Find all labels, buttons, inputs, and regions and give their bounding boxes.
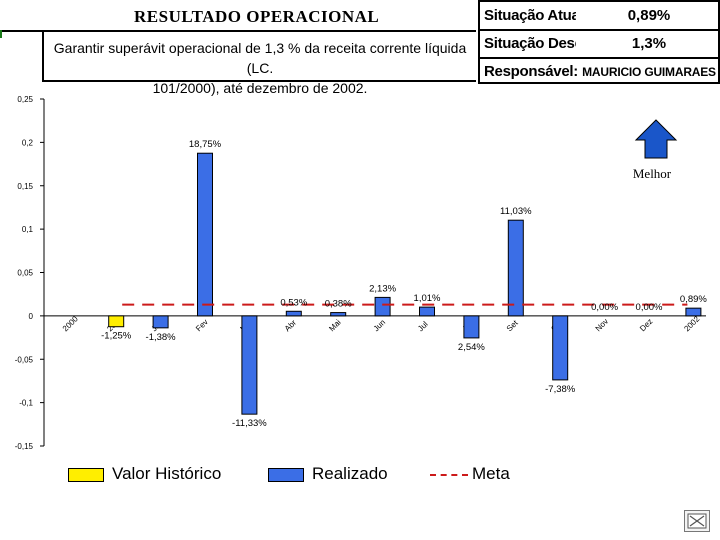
x-tick-label: Mai: [327, 318, 343, 334]
current-situation-label: Situação Atual: [484, 7, 576, 24]
better-label: Melhor: [633, 166, 672, 181]
data-label: -7,38%: [545, 384, 576, 395]
bar-realized: [507, 219, 524, 317]
legend-label-historic: Valor Histórico: [112, 464, 222, 483]
legend-swatch-goal: [430, 474, 468, 476]
y-tick-label: 0,2: [22, 138, 34, 147]
current-situation-value: 0,89%: [627, 7, 671, 24]
bar-realized: [285, 310, 302, 317]
y-tick-label: 0,1: [22, 225, 34, 234]
responsible-value: MAURICIO GUIMARAES: [582, 65, 716, 79]
data-label: 0,38%: [325, 299, 352, 310]
y-axis: 0,25 0,2 0,15 0,1 0,05 0 -0,05 -0,1 -0,15: [15, 95, 45, 451]
data-labels: -1,25% -1,38% 18,75% -11,33% 0,53% 0,38% 2,13%…: [101, 139, 707, 429]
nav-icon: [687, 513, 707, 529]
data-label: 2,13%: [369, 283, 396, 294]
y-tick-label: -0,15: [15, 442, 34, 451]
goal-line-2: 101/2000), até dezembro de 2002.: [152, 80, 368, 96]
better-indicator: Melhor: [633, 119, 678, 181]
page-title: RESULTADO OPERACIONAL: [134, 7, 380, 26]
bar-realized: [552, 315, 569, 381]
x-tick-label: 2002: [682, 314, 701, 333]
bars: [108, 152, 702, 415]
left-accent-rule: [0, 30, 2, 38]
x-tick-label: Jul: [416, 320, 430, 334]
x-tick-label: Jun: [372, 318, 387, 333]
bar-realized: [419, 306, 435, 317]
data-label: -11,33%: [232, 418, 267, 429]
y-tick-label: 0,15: [17, 182, 33, 191]
bar-realized: [463, 315, 480, 339]
responsible-label: Responsável:: [484, 63, 578, 80]
desired-situation-label: Situação Desejada: [484, 35, 576, 52]
next-slide-button[interactable]: [684, 510, 710, 532]
up-arrow-icon: [634, 119, 678, 159]
data-label: 0,53%: [280, 297, 307, 308]
x-tick-label: Nov: [594, 317, 610, 333]
legend-label-goal: Meta: [472, 464, 510, 483]
x-axis: 20002001JanFevMarAbrMaiJunJulAgoSetOutNo…: [44, 314, 706, 333]
bar-realized: [152, 315, 169, 329]
data-label: 0,89%: [680, 294, 707, 305]
bar-realized: [197, 152, 213, 317]
data-label: 0,00%: [636, 302, 663, 313]
y-tick-label: -0,05: [15, 355, 34, 364]
data-label: 11,03%: [500, 206, 532, 217]
x-tick-label: Set: [505, 318, 520, 333]
y-tick-label: -0,1: [19, 399, 33, 408]
status-panel: Situação Atual 0,89% Situação Desejada 1…: [478, 0, 720, 84]
data-label: -1,25%: [101, 331, 132, 342]
data-label: 2,54%: [458, 342, 485, 353]
bar-chart: 0,25 0,2 0,15 0,1 0,05 0 -0,05 -0,1 -0,15 2000 20…: [15, 95, 708, 451]
data-label: 0,00%: [591, 302, 618, 313]
x-tick-label: 2000: [61, 314, 80, 333]
bar-realized: [374, 296, 391, 317]
status-row-desired: Situação Desejada 1,3%: [480, 30, 718, 59]
status-row-current: Situação Atual 0,89%: [480, 2, 718, 31]
bar-historic: [108, 315, 125, 328]
data-label: -1,38%: [146, 332, 177, 343]
y-tick-label: 0: [29, 312, 34, 321]
legend-swatch-realized: [268, 468, 304, 482]
goal-description: Garantir superávit operacional de 1,3 % …: [42, 32, 476, 96]
data-label: 18,75%: [189, 139, 222, 150]
legend-swatch-historic: [68, 468, 104, 482]
desired-situation-value: 1,3%: [631, 35, 667, 52]
title-underline: [0, 30, 476, 32]
bar-realized: [241, 315, 258, 415]
data-label: 1,01%: [414, 293, 441, 304]
status-row-responsible: Responsável: MAURICIO GUIMARAES: [480, 58, 718, 85]
y-tick-label: 0,25: [17, 95, 33, 104]
bar-realized: [330, 312, 347, 317]
x-tick-label: Abr: [283, 318, 298, 333]
x-tick-label: Dez: [638, 317, 654, 333]
legend-label-realized: Realizado: [312, 464, 388, 483]
goal-line-1: Garantir superávit operacional de 1,3 % …: [53, 40, 467, 76]
x-tick-label: Fev: [194, 317, 210, 333]
y-tick-label: 0,05: [17, 269, 33, 278]
bar-realized: [685, 307, 702, 317]
